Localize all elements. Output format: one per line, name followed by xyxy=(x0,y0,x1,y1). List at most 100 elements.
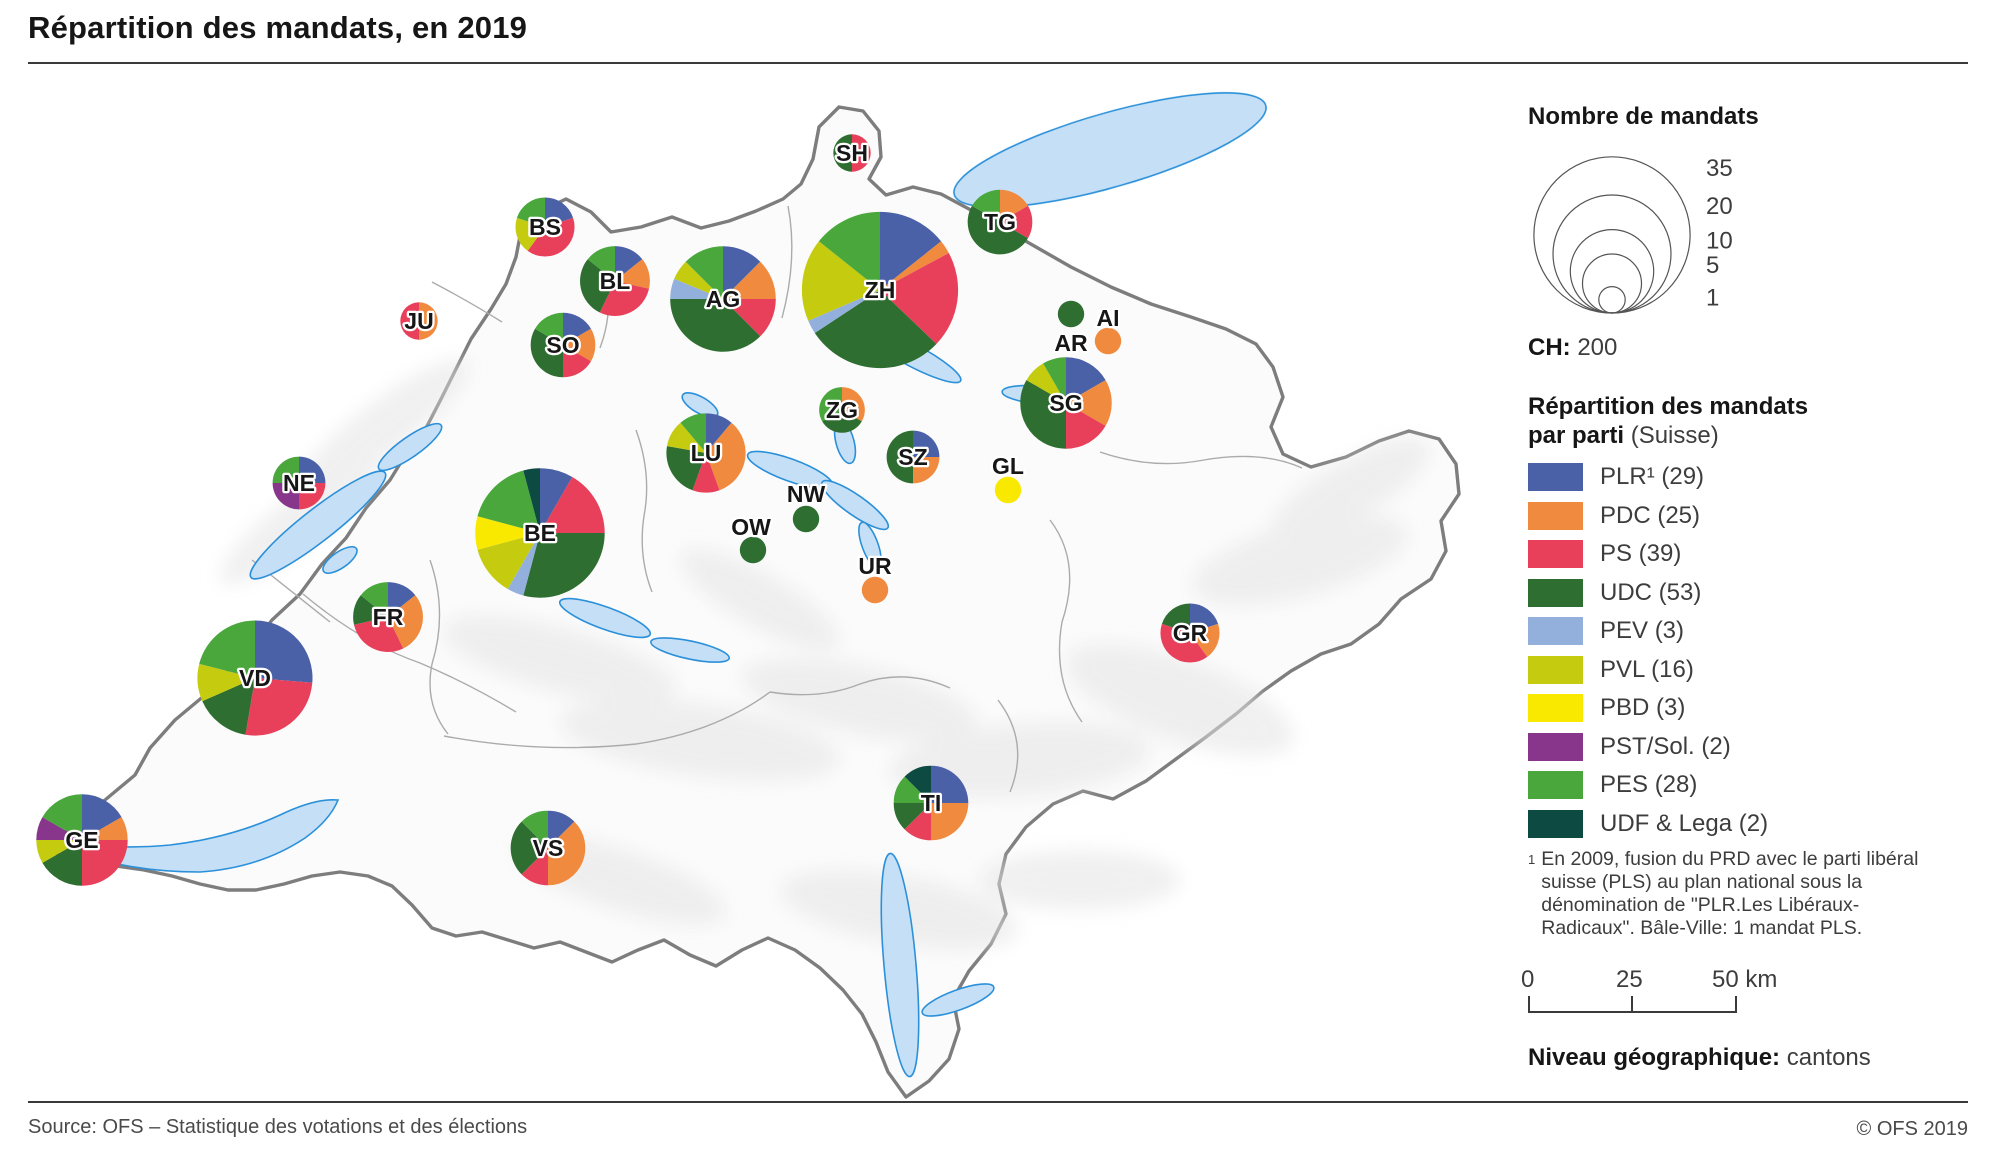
legend-item-PLR: PLR¹ (29) xyxy=(1528,458,1968,497)
canton-pie-LU xyxy=(666,413,746,493)
canton-pie-AI xyxy=(1094,327,1122,355)
pie-slice-LU-UDC xyxy=(666,446,706,491)
ch-total-label: CH: xyxy=(1528,334,1571,361)
pie-slice-AG-PVL xyxy=(674,261,723,299)
canton-pie-SZ xyxy=(886,430,940,484)
ch-total-value: 200 xyxy=(1577,334,1618,361)
pie-slice-VD-PVL xyxy=(197,663,255,702)
pie-slice-GR-PLR xyxy=(1190,603,1219,633)
pie-slice-VS-PES xyxy=(521,810,548,848)
pie-slice-SZ-PLR xyxy=(913,430,940,457)
canton-pie-SH xyxy=(833,134,871,172)
scalebar-label-50: 50 km xyxy=(1712,966,1778,993)
canton-pie-VS xyxy=(510,810,586,886)
pie-slice-TI-UDF xyxy=(904,765,931,803)
pie-slice-AR-UDC xyxy=(1057,300,1085,328)
pie-slice-SH-PS xyxy=(852,134,871,172)
lake-thun xyxy=(558,597,652,639)
canton-label-GR: GR xyxy=(1173,620,1208,646)
canton-label-VS: VS xyxy=(533,835,564,861)
pie-slice-BE-PBD xyxy=(475,516,540,550)
footnote-marker: 1 xyxy=(1528,852,1536,867)
pie-slice-GE-UDC xyxy=(42,840,82,886)
pie-slice-VS-PLR xyxy=(548,810,575,848)
footnote-line: dénomination de "PLR.Les Libéraux- xyxy=(1541,894,1860,916)
legend-label-PLR: PLR¹ (29) xyxy=(1600,463,1705,491)
canton-label-SG: SG xyxy=(1049,390,1082,416)
pie-slice-BS-PLR xyxy=(545,197,574,227)
party-legend-title-line1: Répartition des mandats xyxy=(1528,393,1809,420)
pie-slice-BS-PS xyxy=(527,217,575,257)
canton-pie-ZG xyxy=(819,387,865,433)
legend-item-PBD: PBD (3) xyxy=(1528,689,1968,728)
lake-lucerne-c xyxy=(858,521,882,569)
pie-slice-AG-PDC xyxy=(723,261,776,299)
size-circle-35 xyxy=(1533,156,1691,314)
pie-slice-SO-PDC xyxy=(563,328,596,362)
pie-slice-JU-PDC xyxy=(419,302,438,340)
pie-slice-AG-UDC xyxy=(670,299,761,352)
pie-slice-LU-PS xyxy=(692,453,720,493)
canton-pie-GL xyxy=(994,476,1022,504)
legend-label-PVL: PVL (16) xyxy=(1600,655,1694,683)
legend-item-PST: PST/Sol. (2) xyxy=(1528,728,1968,767)
pie-slice-GR-PS xyxy=(1160,623,1208,663)
lake-morat xyxy=(322,545,358,575)
pie-slice-OW-UDC xyxy=(739,536,767,564)
canton-label-VD: VD xyxy=(239,665,271,691)
party-legend-title-line2: par parti xyxy=(1528,422,1625,449)
pie-slice-VS-PS xyxy=(521,848,548,886)
legend-swatch-PS xyxy=(1528,540,1583,569)
pie-slice-SH-UDC xyxy=(833,134,852,172)
legend-swatch-UDF xyxy=(1528,809,1583,838)
size-legend-circles: 35 20 105 1 xyxy=(1533,155,1733,314)
pie-slice-NE-PLR xyxy=(299,456,326,483)
pie-slice-VD-UDC xyxy=(202,678,255,735)
legend-swatch-PES xyxy=(1528,771,1583,800)
legend-item-PS: PS (39) xyxy=(1528,535,1968,574)
pie-slice-VD-PS xyxy=(245,678,313,736)
canton-label-FR: FR xyxy=(373,604,404,630)
lake-bienne xyxy=(377,422,443,472)
canton-label-ZH: ZH xyxy=(865,277,896,303)
canton-label-AI: AI xyxy=(1097,305,1120,331)
canton-label-BS: BS xyxy=(529,214,561,240)
legend-item-PDC: PDC (25) xyxy=(1528,497,1968,536)
pie-slice-FR-PS xyxy=(354,617,404,652)
canton-label-NW: NW xyxy=(787,481,826,507)
page-title: Répartition des mandats, en 2019 xyxy=(28,10,528,45)
scalebar-label-25: 25 xyxy=(1616,966,1643,993)
source-text: Source: OFS – Statistique des votations … xyxy=(28,1116,528,1138)
canton-pie-FR xyxy=(353,582,423,652)
size-circle-10 xyxy=(1569,228,1655,314)
size-circle-label-35: 35 xyxy=(1706,155,1733,182)
canton-label-SH: SH xyxy=(836,140,868,166)
pie-slice-GE-PVL xyxy=(36,840,82,863)
pie-slice-VD-PES xyxy=(199,620,255,678)
legend-label-PS: PS (39) xyxy=(1600,540,1682,568)
canton-pie-VD xyxy=(197,620,313,736)
pie-slice-GR-PDC xyxy=(1190,623,1220,657)
footnote-line: Radicaux". Bâle-Ville: 1 mandat PLS. xyxy=(1541,917,1863,939)
canton-pie-AG xyxy=(670,246,776,352)
geo-level-value: cantons xyxy=(1780,1044,1871,1071)
legend-swatch-PVL xyxy=(1528,655,1583,684)
pie-slice-BS-PVL xyxy=(515,217,545,251)
pie-slice-FR-UDC xyxy=(353,595,388,625)
pie-slice-LU-PLR xyxy=(706,413,732,453)
size-circle-label-1: 1 xyxy=(1706,285,1719,312)
pie-slice-SZ-PDC xyxy=(913,457,940,484)
size-circle-label-5: 5 xyxy=(1706,252,1719,279)
canton-pie-NW xyxy=(792,505,820,533)
pie-slice-FR-PES xyxy=(360,582,388,617)
footnote-text: En 2009, fusion du PRD avec le parti lib… xyxy=(1541,848,1941,940)
pie-slice-AG-PEV xyxy=(670,278,723,299)
canton-label-UR: UR xyxy=(858,553,892,579)
canton-label-SZ: SZ xyxy=(898,444,927,470)
pie-slice-UR-PDC xyxy=(861,576,889,604)
pie-slice-GE-PS xyxy=(82,840,128,886)
pie-slice-ZH-PDC xyxy=(880,241,949,290)
geo-level: Niveau géographique: cantons xyxy=(1528,1044,1871,1072)
pie-slice-BS-PES xyxy=(516,197,545,227)
